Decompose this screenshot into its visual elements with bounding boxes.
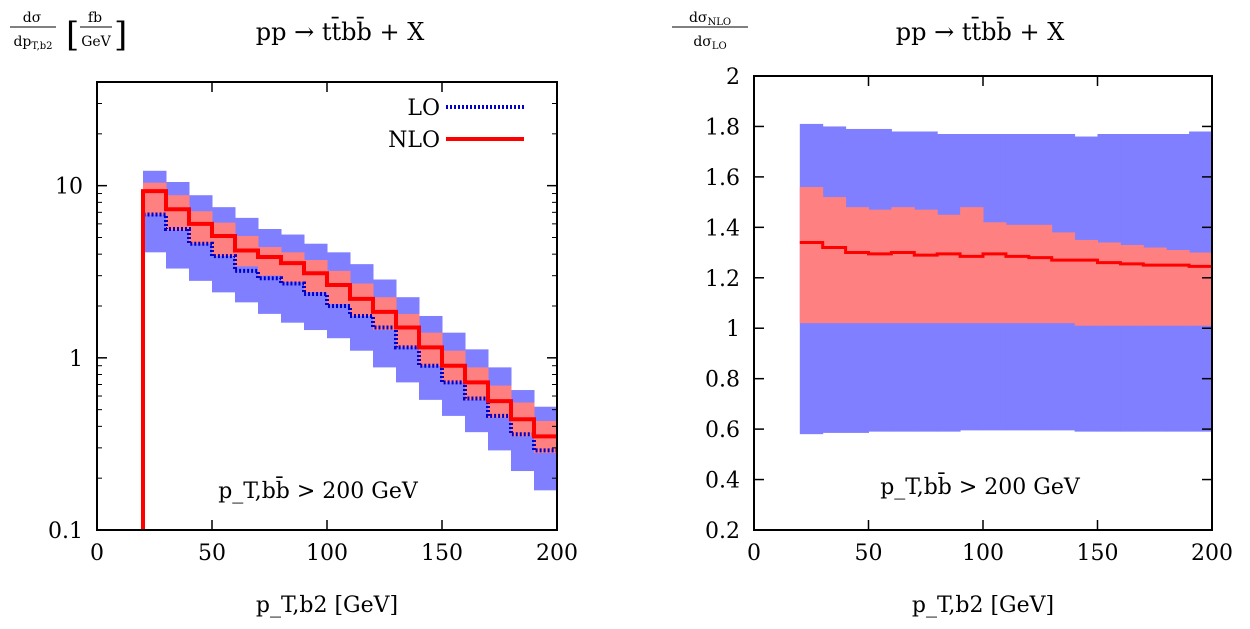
right-x-ticks: 0 50 100 150 200 xyxy=(747,76,1233,566)
line-ratio xyxy=(799,240,1212,268)
y-tick-label: 0.1 xyxy=(48,519,83,544)
band-series0-bin-2 xyxy=(845,207,869,324)
left-cut-annotation: p_T,bb̄ > 200 GeV xyxy=(218,476,419,504)
x-tick-label: 150 xyxy=(421,541,463,566)
right-xlabel: p_T,b2 [GeV] xyxy=(912,593,1054,618)
band-nlo-bin-7 xyxy=(304,260,328,293)
x-tick-label: 200 xyxy=(536,541,578,566)
band-nlo-bin-1 xyxy=(166,195,190,231)
x-tick-label: 200 xyxy=(1191,541,1233,566)
x-tick-label: 0 xyxy=(90,541,104,566)
line-nlo xyxy=(141,189,557,530)
y-tick-label: 0.2 xyxy=(705,519,740,544)
band-series0-bin-14 xyxy=(1120,244,1144,326)
x-tick-label: 50 xyxy=(198,541,226,566)
band-series0-bin-10 xyxy=(1028,224,1053,324)
band-nlo-bin-11 xyxy=(396,313,420,348)
band-nlo-bin-2 xyxy=(189,211,213,244)
band-series0-bin-11 xyxy=(1051,232,1076,324)
band-series0-bin-13 xyxy=(1097,242,1121,326)
left-ylabel-unit-num: fb xyxy=(88,10,102,26)
y-tick-label: 1.8 xyxy=(705,115,740,140)
right-ylabel: dσNLO dσLO xyxy=(672,10,748,52)
left-ylabel-lbracket: [ xyxy=(66,15,79,55)
band-series0-bin-6 xyxy=(937,214,961,324)
legend-lo-label: LO xyxy=(407,96,440,121)
y-tick-label: 10 xyxy=(55,175,83,200)
left-plot-area xyxy=(141,170,558,530)
left-y-ticks: 0.1 1 10 xyxy=(48,81,557,544)
band-series0-bin-17 xyxy=(1189,252,1213,326)
y-tick-label: 0.8 xyxy=(705,368,740,393)
y-tick-label: 2 xyxy=(726,65,740,90)
y-tick-label: 0.6 xyxy=(705,418,740,443)
y-tick-label: 1 xyxy=(69,347,83,372)
left-title: pp → tt̄bb̄ + X xyxy=(256,17,425,46)
left-ylabel-num: dσ xyxy=(23,10,42,26)
band-series0-bin-3 xyxy=(868,209,892,324)
band-series0-bin-4 xyxy=(891,207,915,324)
y-tick-label: 1 xyxy=(726,317,740,342)
x-tick-label: 50 xyxy=(855,541,883,566)
band-nlo-bin-6 xyxy=(281,252,305,283)
band-nlo-bin-0 xyxy=(143,182,167,215)
left-legend: LO NLO xyxy=(388,96,524,153)
right-title: pp → tt̄bb̄ + X xyxy=(896,17,1065,46)
band-series0-bin-15 xyxy=(1143,247,1167,326)
band-nlo-bin-8 xyxy=(327,270,351,305)
right-y-ticks: 0.2 0.4 0.6 0.8 1 1.2 1.4 1.6 1.8 2 xyxy=(705,65,1212,544)
right-panel: dσNLO dσLO pp → tt̄bb̄ + X p_T,bb̄ > 200… xyxy=(672,10,1233,618)
left-panel: dσ dpT,b2 [ fb GeV ] pp → tt̄bb̄ + X LO … xyxy=(10,10,578,618)
right-plot-area xyxy=(799,123,1213,435)
right-ylabel-den: dσLO xyxy=(693,34,726,52)
band-series0-bin-12 xyxy=(1074,239,1098,326)
band-series0-bin-7 xyxy=(960,207,984,324)
right-cut-annotation: p_T,bb̄ > 200 GeV xyxy=(880,472,1081,500)
y-tick-label: 1.2 xyxy=(705,267,740,292)
band-nlo-bin-5 xyxy=(258,247,282,276)
band-series0-bin-9 xyxy=(1005,224,1030,324)
band-series0-bin-16 xyxy=(1166,250,1190,326)
right-ylabel-num: dσNLO xyxy=(689,10,731,28)
x-tick-label: 100 xyxy=(306,541,348,566)
band-nlo-bin-3 xyxy=(212,222,236,257)
y-tick-label: 1.4 xyxy=(705,216,740,241)
y-tick-label: 0.4 xyxy=(705,469,740,494)
band-series0-bin-8 xyxy=(983,222,1007,324)
left-ylabel-unit-den: GeV xyxy=(81,34,111,50)
y-tick-label: 1.6 xyxy=(705,166,740,191)
x-tick-label: 100 xyxy=(962,541,1004,566)
x-tick-label: 150 xyxy=(1077,541,1119,566)
left-xlabel: p_T,b2 [GeV] xyxy=(256,593,398,618)
left-ylabel-den: dpT,b2 xyxy=(13,34,52,52)
legend-nlo-label: NLO xyxy=(388,128,440,153)
left-ylabel-rbracket: ] xyxy=(114,15,127,55)
band-series0-bin-1 xyxy=(822,197,847,324)
band-series0-bin-5 xyxy=(914,209,938,324)
left-x-ticks: 0 50 100 150 200 xyxy=(90,82,578,566)
band-series0-bin-0 xyxy=(799,186,824,324)
left-ylabel: dσ dpT,b2 [ fb GeV ] xyxy=(10,10,127,55)
x-tick-label: 0 xyxy=(747,541,761,566)
